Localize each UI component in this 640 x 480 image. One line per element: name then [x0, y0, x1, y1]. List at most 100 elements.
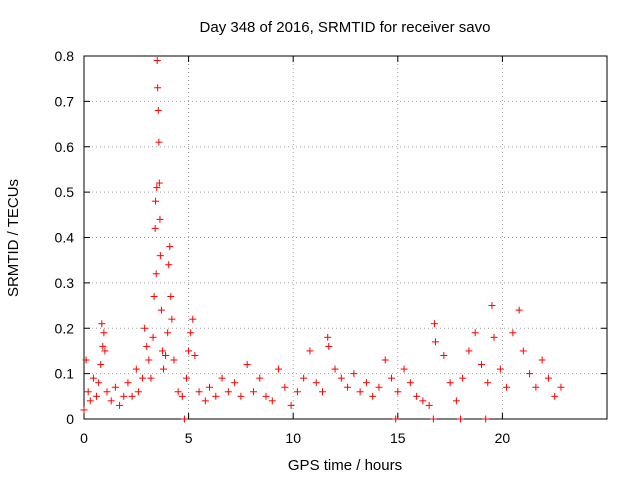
data-point	[141, 324, 149, 332]
data-point	[80, 406, 88, 414]
data-point	[150, 292, 158, 300]
data-point	[155, 138, 163, 146]
data-point	[344, 383, 352, 391]
data-point	[139, 374, 147, 382]
data-point	[128, 392, 136, 400]
data-point	[430, 320, 438, 328]
y-tick-label: 0.1	[55, 366, 75, 382]
data-point	[406, 379, 414, 387]
data-point	[152, 197, 160, 205]
data-point	[111, 383, 119, 391]
data-point	[212, 392, 220, 400]
data-point	[519, 347, 527, 355]
data-point	[178, 392, 186, 400]
data-point	[120, 392, 128, 400]
data-point	[440, 351, 448, 359]
data-point	[490, 333, 498, 341]
data-point	[154, 84, 162, 92]
data-point	[362, 379, 370, 387]
data-point	[496, 365, 504, 373]
data-point	[356, 388, 364, 396]
data-point	[337, 374, 345, 382]
data-point	[477, 361, 485, 369]
x-tick-label: 10	[285, 430, 301, 446]
grid	[84, 56, 607, 419]
data-point	[325, 342, 333, 350]
data-point	[465, 347, 473, 355]
data-point	[159, 365, 167, 373]
data-point	[97, 361, 105, 369]
data-point	[116, 401, 124, 409]
data-point	[557, 383, 565, 391]
data-point	[488, 302, 496, 310]
data-point	[191, 351, 199, 359]
data-point	[331, 365, 339, 373]
data-point	[324, 333, 332, 341]
data-point	[471, 329, 479, 337]
data-point	[275, 365, 283, 373]
data-point	[101, 347, 109, 355]
data-point	[243, 361, 251, 369]
y-tick-label: 0.6	[55, 139, 75, 155]
data-point	[446, 379, 454, 387]
data-point	[515, 306, 523, 314]
data-point	[544, 374, 552, 382]
data-point	[509, 329, 517, 337]
data-point	[538, 356, 546, 364]
data-point	[167, 292, 175, 300]
data-point	[419, 397, 427, 405]
data-point	[93, 392, 101, 400]
data-point	[99, 342, 107, 350]
y-tick-label: 0	[66, 411, 74, 427]
data-point	[392, 415, 400, 423]
data-point	[262, 392, 270, 400]
data-point	[168, 315, 176, 323]
data-point	[224, 388, 232, 396]
data-point	[185, 347, 193, 355]
data-point	[293, 388, 301, 396]
data-point	[164, 329, 172, 337]
data-points	[80, 57, 565, 423]
data-point	[151, 224, 159, 232]
data-point	[457, 415, 465, 423]
axis-ticks: 0 5 10 15 20 0 0.1 0.2 0.3 0.4 0.5 0.6 0.7 0.8	[55, 48, 607, 446]
data-point	[84, 388, 92, 396]
data-point	[300, 374, 308, 382]
data-point	[429, 415, 437, 423]
data-point	[95, 379, 103, 387]
x-tick-label: 0	[80, 430, 88, 446]
y-tick-label: 0.2	[55, 320, 75, 336]
data-point	[158, 347, 166, 355]
data-point	[156, 252, 164, 260]
data-point	[147, 374, 155, 382]
data-point	[459, 374, 467, 382]
data-point	[134, 388, 142, 396]
data-point	[100, 329, 108, 337]
data-point	[375, 383, 383, 391]
data-point	[206, 383, 214, 391]
y-tick-label: 0.8	[55, 48, 75, 64]
data-point	[170, 356, 178, 364]
data-point	[124, 379, 132, 387]
data-point	[149, 333, 157, 341]
data-point	[532, 383, 540, 391]
data-point	[157, 306, 165, 314]
data-point	[413, 392, 421, 400]
data-point	[86, 397, 94, 405]
data-point	[350, 370, 358, 378]
data-point	[143, 342, 151, 350]
data-point	[318, 388, 326, 396]
data-point	[156, 215, 164, 223]
y-axis-label: SRMTID / TECUs	[5, 179, 22, 297]
data-point	[183, 374, 191, 382]
data-point	[503, 383, 511, 391]
data-point	[152, 270, 160, 278]
data-point	[256, 374, 264, 382]
data-point	[103, 388, 111, 396]
data-point	[82, 356, 90, 364]
data-point	[484, 379, 492, 387]
data-point	[218, 374, 226, 382]
data-point	[287, 401, 295, 409]
data-point	[132, 365, 140, 373]
data-point	[281, 383, 289, 391]
